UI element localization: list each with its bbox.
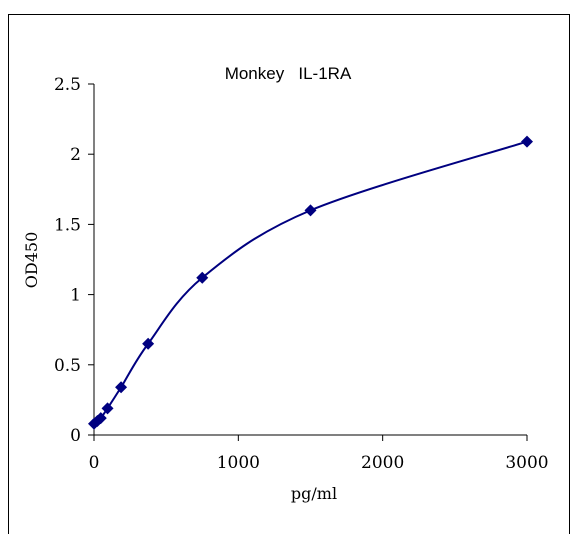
data-point xyxy=(196,271,209,284)
data-point xyxy=(115,381,128,394)
x-ticks: 0 1000 2000 3000 xyxy=(89,435,549,473)
x-tick-label: 1000 xyxy=(217,453,260,473)
chart-title: Monkey IL-1RA xyxy=(225,64,352,83)
data-point xyxy=(142,337,155,350)
fit-curve xyxy=(93,140,528,425)
y-tick-label: 0.5 xyxy=(54,356,81,376)
y-axis-label: OD450 xyxy=(22,232,41,288)
chart-frame xyxy=(8,14,570,534)
data-points xyxy=(88,135,533,430)
x-axis-label: pg/ml xyxy=(291,484,337,503)
y-tick-label: 1.5 xyxy=(54,215,81,235)
y-tick-label: 2 xyxy=(70,145,81,165)
x-tick-label: 2000 xyxy=(361,453,404,473)
y-tick-label: 1 xyxy=(70,286,81,306)
data-point xyxy=(94,412,107,425)
y-tick-label: 2.5 xyxy=(54,75,81,95)
x-tick-label: 0 xyxy=(89,453,100,473)
y-tick-label: 0 xyxy=(70,426,81,446)
x-tick-label: 3000 xyxy=(505,453,548,473)
data-point xyxy=(304,204,317,217)
data-point xyxy=(101,402,114,415)
data-point xyxy=(521,135,533,148)
y-ticks: 0 0.5 1 1.5 2 2.5 xyxy=(54,75,94,446)
